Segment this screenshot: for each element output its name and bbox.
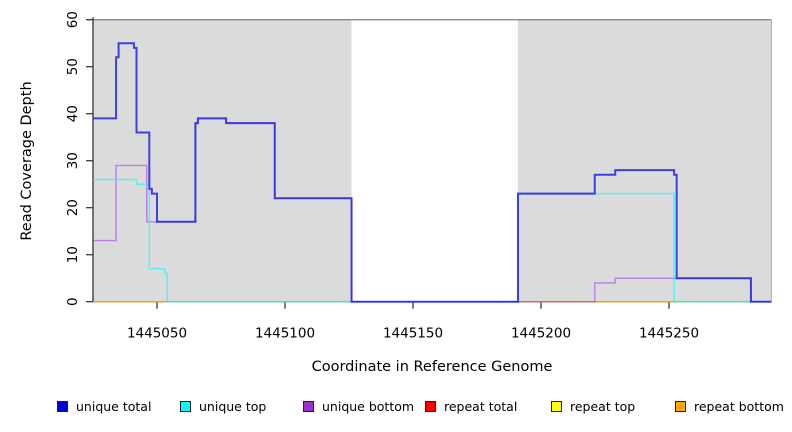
legend-label: unique total bbox=[76, 398, 152, 414]
legend-swatch-icon bbox=[551, 400, 562, 412]
y-tick-label: 30 bbox=[65, 152, 81, 169]
legend-item-unique-total: unique total bbox=[57, 397, 151, 415]
legend-swatch-icon bbox=[303, 400, 314, 412]
legend-item-repeat-total: repeat total bbox=[425, 397, 517, 415]
y-tick-label: 60 bbox=[65, 11, 81, 28]
mappable-region-band bbox=[517, 19, 772, 302]
legend-label: repeat top bbox=[570, 398, 636, 414]
legend-label: repeat bottom bbox=[694, 398, 784, 414]
coverage-chart: 0 10 20 30 40 50 60 1445050 1445100 1445150 144520… bbox=[65, 11, 772, 342]
y-axis-label: Read Coverage Depth bbox=[19, 81, 35, 241]
y-tick-label: 0 bbox=[65, 297, 81, 306]
mappable-region-band bbox=[93, 19, 352, 302]
y-tick-label: 50 bbox=[65, 58, 81, 75]
legend-swatch-icon bbox=[57, 400, 68, 412]
legend-item-unique-bottom: unique bottom bbox=[303, 397, 414, 415]
x-tick-label: 1445150 bbox=[383, 326, 443, 342]
y-tick-label: 20 bbox=[65, 199, 81, 216]
series-unique-total bbox=[93, 42, 772, 303]
legend-swatch-icon bbox=[180, 400, 191, 412]
x-tick-label: 1445200 bbox=[511, 326, 571, 342]
x-tick-label: 1445250 bbox=[639, 326, 699, 342]
y-tick-label: 10 bbox=[65, 246, 81, 263]
x-tick-label: 1445050 bbox=[127, 326, 187, 342]
legend-item-repeat-top: repeat top bbox=[551, 397, 635, 415]
x-axis-label: Coordinate in Reference Genome bbox=[311, 359, 553, 375]
x-tick-label: 1445100 bbox=[255, 326, 315, 342]
y-tick-label: 40 bbox=[65, 105, 81, 122]
legend-item-unique-top: unique top bbox=[180, 397, 266, 415]
legend-swatch-icon bbox=[425, 400, 436, 412]
legend-label: unique top bbox=[199, 398, 267, 414]
series-unique-top bbox=[93, 178, 772, 303]
legend-label: repeat total bbox=[444, 398, 518, 414]
legend: unique total unique top unique bottom repea… bbox=[0, 397, 792, 417]
legend-label: unique bottom bbox=[322, 398, 415, 414]
legend-swatch-icon bbox=[675, 400, 686, 412]
legend-item-repeat-bottom: repeat bottom bbox=[675, 397, 784, 415]
